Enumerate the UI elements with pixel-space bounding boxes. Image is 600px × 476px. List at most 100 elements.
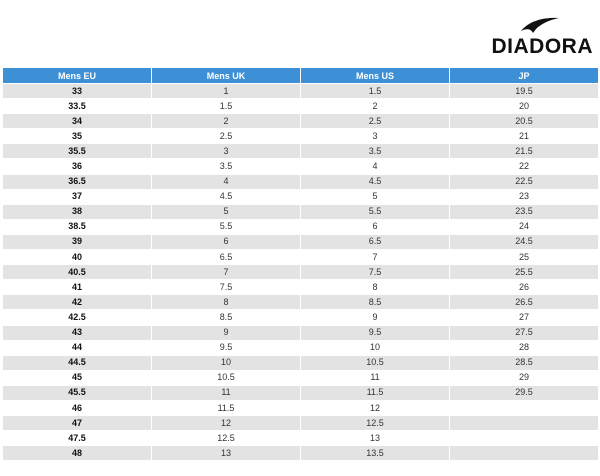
cell-us: 4 (300, 158, 450, 175)
cell-eu: 39 (2, 233, 152, 251)
cell-jp: 23.5 (449, 203, 599, 220)
cell-uk: 12.5 (151, 430, 301, 447)
cell-jp: 28.5 (449, 354, 599, 371)
cell-uk: 6.5 (151, 249, 301, 266)
cell-eu: 38 (2, 203, 152, 220)
cell-eu: 45 (2, 369, 152, 386)
table-row: 34 2 2.5 20.5 (2, 113, 599, 130)
cell-uk: 8.5 (151, 309, 301, 326)
cell-us: 9.5 (300, 324, 450, 341)
cell-eu: 44 (2, 339, 152, 356)
cell-us: 8 (300, 279, 450, 296)
cell-eu: 47.5 (2, 430, 152, 447)
table-row: 43 9 9.5 27.5 (2, 324, 599, 341)
cell-us: 6.5 (300, 233, 450, 251)
table-row: 44.5 10 10.5 28.5 (2, 354, 599, 371)
table-row: 45 10.5 11 29 (2, 369, 599, 386)
table-body: 33 1 1.5 19.5 33.5 1.5 2 20 34 2 2.5 20.5 35 2.5 3 21 35… (2, 82, 599, 462)
cell-us: 13 (300, 430, 450, 447)
cell-us: 2 (300, 98, 450, 115)
cell-eu: 38.5 (2, 218, 152, 235)
cell-uk: 11.5 (151, 399, 301, 417)
cell-jp: 29.5 (449, 384, 599, 401)
table-row: 48 13 13.5 (2, 445, 599, 462)
cell-uk: 12 (151, 415, 301, 432)
cell-uk: 2.5 (151, 128, 301, 145)
diadora-mark-icon (521, 17, 559, 33)
cell-us: 2.5 (300, 113, 450, 130)
cell-uk: 13 (151, 445, 301, 462)
cell-jp: 26.5 (449, 294, 599, 311)
cell-jp: 22 (449, 158, 599, 175)
cell-eu: 35.5 (2, 143, 152, 160)
cell-uk: 9 (151, 324, 301, 341)
table-row: 38.5 5.5 6 24 (2, 218, 599, 235)
cell-uk: 2 (151, 113, 301, 130)
table-row: 44 9.5 10 28 (2, 339, 599, 356)
cell-us: 5 (300, 188, 450, 205)
cell-eu: 34 (2, 113, 152, 130)
cell-uk: 5 (151, 203, 301, 220)
table-row: 46 11.5 12 (2, 399, 599, 417)
cell-jp (449, 399, 599, 417)
header-jp: JP (449, 67, 599, 84)
table-row: 42 8 8.5 26.5 (2, 294, 599, 311)
cell-jp: 21.5 (449, 143, 599, 160)
cell-uk: 1.5 (151, 98, 301, 115)
cell-jp: 25 (449, 249, 599, 266)
table-row: 42.5 8.5 9 27 (2, 309, 599, 326)
cell-uk: 1 (151, 82, 301, 100)
cell-uk: 7 (151, 264, 301, 281)
cell-uk: 10.5 (151, 369, 301, 386)
cell-eu: 45.5 (2, 384, 152, 401)
cell-uk: 4.5 (151, 188, 301, 205)
header-mens-eu: Mens EU (2, 67, 152, 84)
table-row: 40.5 7 7.5 25.5 (2, 264, 599, 281)
table-row: 33 1 1.5 19.5 (2, 82, 599, 100)
cell-eu: 40 (2, 249, 152, 266)
cell-eu: 46 (2, 399, 152, 417)
cell-us: 4.5 (300, 173, 450, 190)
cell-uk: 5.5 (151, 218, 301, 235)
cell-eu: 40.5 (2, 264, 152, 281)
cell-uk: 3 (151, 143, 301, 160)
cell-jp: 26 (449, 279, 599, 296)
cell-jp: 23 (449, 188, 599, 205)
cell-us: 12.5 (300, 415, 450, 432)
table-header-row: Mens EU Mens UK Mens US JP (2, 67, 599, 84)
table-row: 39 6 6.5 24.5 (2, 233, 599, 251)
cell-uk: 10 (151, 354, 301, 371)
cell-jp: 20 (449, 98, 599, 115)
cell-us: 1.5 (300, 82, 450, 100)
cell-eu: 33.5 (2, 98, 152, 115)
diadora-logo: DIADORA (473, 17, 593, 57)
cell-jp: 20.5 (449, 113, 599, 130)
cell-uk: 3.5 (151, 158, 301, 175)
cell-us: 8.5 (300, 294, 450, 311)
cell-eu: 42.5 (2, 309, 152, 326)
cell-jp: 27.5 (449, 324, 599, 341)
cell-us: 3.5 (300, 143, 450, 160)
cell-jp: 24 (449, 218, 599, 235)
cell-eu: 47 (2, 415, 152, 432)
cell-eu: 48 (2, 445, 152, 462)
cell-jp: 22.5 (449, 173, 599, 190)
cell-eu: 43 (2, 324, 152, 341)
cell-us: 10 (300, 339, 450, 356)
cell-jp: 29 (449, 369, 599, 386)
cell-uk: 6 (151, 233, 301, 251)
cell-us: 7 (300, 249, 450, 266)
table-row: 38 5 5.5 23.5 (2, 203, 599, 220)
cell-eu: 37 (2, 188, 152, 205)
cell-uk: 11 (151, 384, 301, 401)
cell-eu: 35 (2, 128, 152, 145)
table-row: 36.5 4 4.5 22.5 (2, 173, 599, 190)
cell-jp: 21 (449, 128, 599, 145)
cell-eu: 41 (2, 279, 152, 296)
cell-uk: 7.5 (151, 279, 301, 296)
cell-us: 9 (300, 309, 450, 326)
header-mens-uk: Mens UK (151, 67, 301, 84)
cell-us: 12 (300, 399, 450, 417)
cell-eu: 36.5 (2, 173, 152, 190)
table-row: 36 3.5 4 22 (2, 158, 599, 175)
